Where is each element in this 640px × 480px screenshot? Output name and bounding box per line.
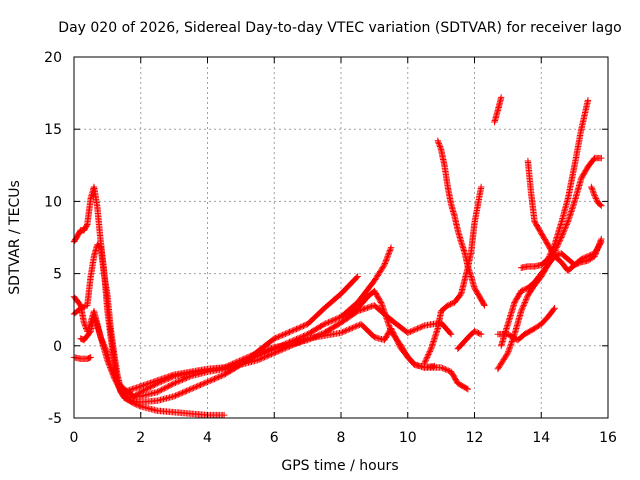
series-track-p (498, 235, 605, 349)
data-point-markers (454, 328, 485, 352)
y-tick-label: 15 (44, 122, 62, 138)
series-track-g (337, 287, 438, 371)
x-tick-label: 4 (203, 430, 212, 446)
x-axis-label: GPS time / hours (281, 458, 398, 474)
x-tick-label: 0 (70, 430, 79, 446)
data-point-markers (434, 137, 488, 309)
data-point-markers (77, 313, 228, 419)
data-point-markers (498, 235, 605, 349)
y-axis-label: SDTVAR / TECUs (7, 180, 23, 295)
x-tick-label: 16 (599, 430, 617, 446)
y-tick-label: 0 (53, 339, 62, 355)
series-track-d (77, 313, 228, 419)
y-tick-label: 5 (53, 267, 62, 283)
x-tick-label: 14 (532, 430, 550, 446)
series-track-k (491, 94, 505, 126)
series-track-j (454, 328, 485, 352)
grid (74, 57, 608, 418)
series-track-i (434, 137, 488, 309)
x-tick-label: 2 (136, 430, 145, 446)
x-tick-label: 12 (466, 430, 484, 446)
axis-ticks: 0 2 4 6 8 10 12 14 16 -5 0 5 10 15 20 (44, 50, 617, 446)
data-point-markers (337, 287, 438, 371)
series-track-q (588, 183, 605, 209)
y-tick-label: 20 (44, 50, 62, 66)
y-tick-label: -5 (48, 411, 62, 427)
data-point-markers (491, 94, 505, 126)
chart-title: Day 020 of 2026, Sidereal Day-to-day VTE… (58, 20, 621, 36)
data-point-markers (588, 183, 605, 209)
x-tick-label: 6 (270, 430, 279, 446)
data-series (70, 94, 605, 419)
x-tick-label: 10 (399, 430, 417, 446)
x-tick-label: 8 (337, 430, 346, 446)
y-tick-label: 10 (44, 194, 62, 210)
